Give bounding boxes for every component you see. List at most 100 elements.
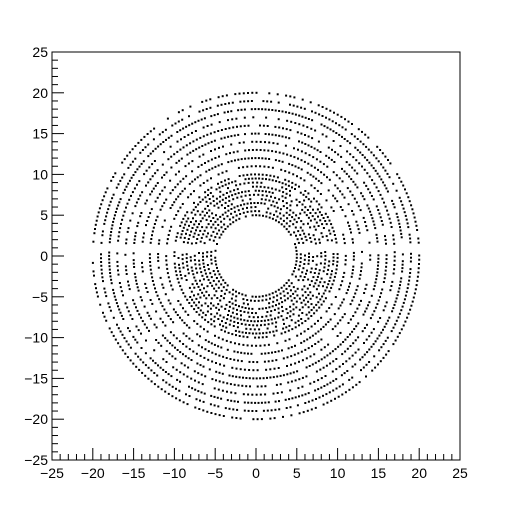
data-point	[248, 360, 251, 363]
data-point	[289, 389, 292, 392]
data-point	[264, 393, 267, 396]
data-point	[217, 336, 220, 339]
data-point	[151, 302, 154, 305]
data-point	[122, 214, 125, 217]
data-point	[197, 381, 200, 384]
data-point	[167, 276, 170, 279]
data-point	[207, 340, 210, 343]
data-point	[417, 237, 420, 240]
data-point	[371, 179, 374, 182]
data-point	[285, 128, 288, 131]
data-point	[376, 145, 379, 148]
data-point	[208, 294, 210, 297]
data-point	[278, 189, 281, 192]
data-point	[208, 215, 211, 218]
data-point	[272, 300, 275, 303]
data-point	[152, 359, 154, 362]
data-point	[217, 182, 219, 185]
data-point	[246, 319, 249, 322]
data-point	[201, 383, 204, 386]
data-point	[196, 210, 199, 213]
data-point	[200, 283, 203, 286]
data-point	[341, 353, 344, 356]
data-point	[293, 156, 296, 159]
data-point	[263, 344, 266, 347]
data-point	[332, 230, 335, 233]
data-point	[296, 105, 299, 108]
data-point	[250, 210, 253, 213]
data-point	[342, 363, 344, 365]
data-point	[230, 212, 233, 215]
data-point	[171, 288, 174, 291]
data-point	[344, 391, 347, 394]
data-point	[400, 200, 403, 203]
data-point	[189, 142, 192, 145]
data-point	[315, 200, 318, 203]
data-point	[289, 189, 291, 192]
data-point	[190, 242, 193, 245]
data-point	[352, 180, 355, 183]
data-point	[384, 169, 387, 172]
data-point	[404, 214, 407, 217]
data-point	[358, 162, 361, 165]
data-point	[331, 120, 334, 123]
data-point	[184, 274, 187, 277]
data-point	[149, 130, 152, 133]
data-point	[132, 362, 135, 365]
data-point	[202, 135, 205, 138]
data-point	[188, 337, 191, 340]
data-point	[374, 366, 377, 369]
data-point	[359, 273, 362, 276]
data-point	[225, 153, 228, 156]
data-point	[202, 400, 205, 403]
data-point	[233, 210, 236, 213]
data-point	[308, 283, 311, 286]
data-point	[217, 206, 220, 209]
data-point	[237, 400, 239, 403]
data-point	[409, 268, 412, 271]
data-point	[385, 265, 388, 268]
data-point	[324, 258, 327, 261]
data-point	[110, 227, 113, 230]
data-point	[341, 180, 344, 183]
data-point	[217, 388, 220, 391]
data-point	[219, 215, 222, 218]
data-point	[94, 223, 97, 226]
data-point	[188, 326, 191, 329]
data-point	[123, 210, 126, 213]
data-point	[236, 317, 239, 320]
data-point	[206, 264, 209, 266]
data-point	[286, 373, 289, 376]
data-point	[375, 274, 378, 277]
data-point	[265, 215, 268, 218]
data-point	[271, 217, 274, 220]
data-point	[373, 223, 376, 226]
data-point	[228, 127, 231, 130]
data-point	[121, 218, 124, 221]
data-point	[206, 179, 209, 182]
y-tick-label: 5	[40, 207, 48, 223]
data-point	[377, 299, 380, 302]
data-point	[269, 376, 272, 379]
data-point	[287, 279, 290, 282]
data-point	[115, 207, 118, 210]
data-point	[393, 206, 396, 209]
data-point	[368, 348, 371, 351]
data-point	[313, 197, 315, 200]
data-point	[170, 155, 173, 158]
data-point	[328, 219, 331, 222]
data-point	[254, 189, 257, 192]
data-point	[164, 337, 167, 340]
data-point	[374, 306, 377, 309]
data-point	[242, 343, 245, 346]
data-point	[220, 289, 223, 292]
data-point	[215, 197, 218, 200]
data-point	[417, 271, 420, 274]
data-point	[324, 375, 327, 377]
data-point	[212, 304, 215, 307]
data-point	[363, 181, 366, 184]
data-point	[310, 309, 313, 311]
data-point	[267, 401, 270, 404]
data-point	[343, 170, 346, 173]
data-point	[379, 360, 382, 363]
